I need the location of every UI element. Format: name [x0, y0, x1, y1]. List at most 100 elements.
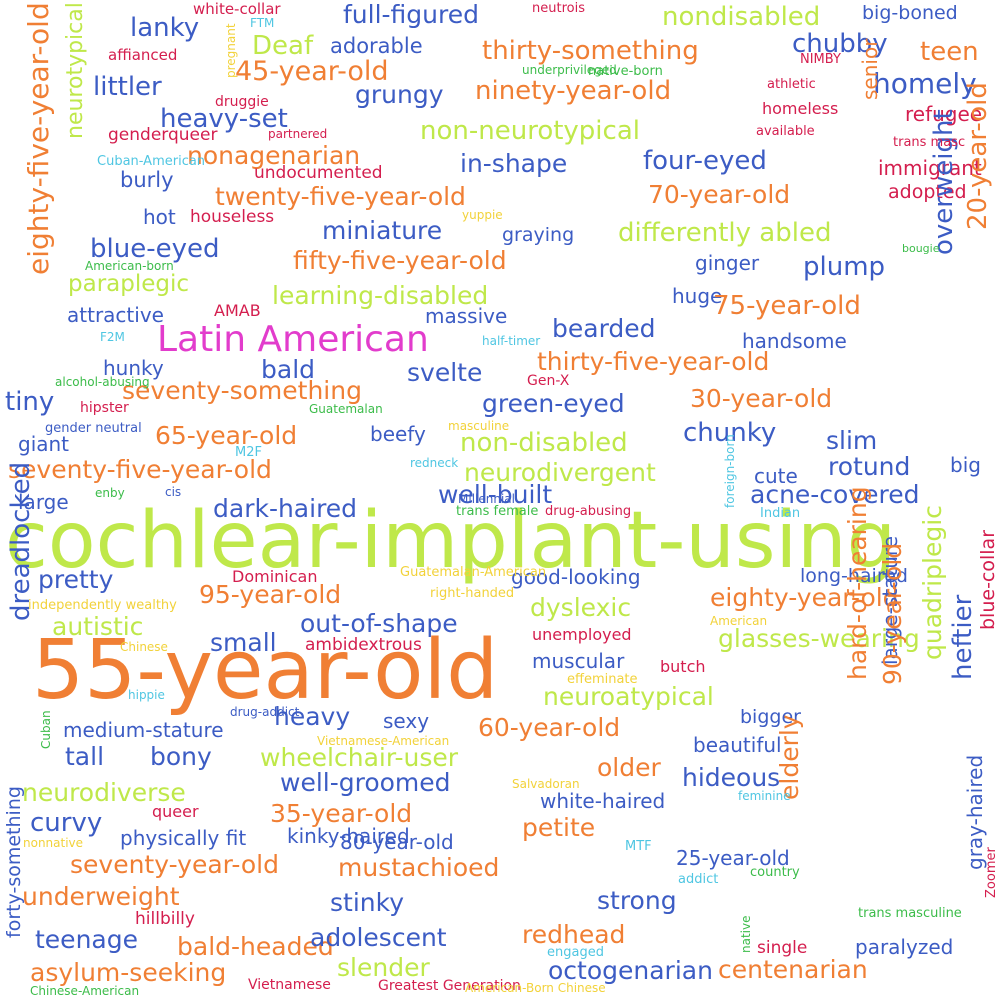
cloud-word: green-eyed	[482, 389, 625, 418]
cloud-word: 30-year-old	[690, 384, 833, 413]
cloud-word: giant	[18, 432, 70, 456]
cloud-word: quadriplegic	[918, 505, 947, 660]
cloud-word: country	[750, 865, 800, 880]
cloud-word: 60-year-old	[478, 713, 621, 742]
cloud-word: bougie	[902, 242, 940, 255]
cloud-word: full-figured	[343, 0, 479, 29]
cloud-word: white-collar	[193, 0, 281, 18]
cloud-word: genderqueer	[108, 125, 218, 145]
cloud-word: non-disabled	[460, 428, 628, 458]
cloud-word: differently abled	[618, 218, 832, 248]
cloud-word: druggie	[215, 94, 269, 110]
cloud-word: butch	[660, 657, 706, 676]
cloud-word: beautiful	[693, 733, 782, 757]
cloud-word: cochlear-implant-using	[5, 496, 897, 586]
cloud-word: available	[756, 124, 815, 139]
cloud-word: redneck	[410, 456, 459, 470]
cloud-word: M2F	[235, 445, 262, 460]
cloud-word: ambidextrous	[305, 635, 422, 655]
cloud-word: homeless	[762, 99, 839, 118]
cloud-word: hippie	[128, 688, 165, 702]
cloud-word: Cuban	[39, 710, 53, 749]
cloud-word: twenty-five-year-old	[215, 182, 466, 211]
cloud-word: slim	[826, 426, 878, 455]
cloud-word: half-timer	[482, 334, 541, 348]
cloud-word: alcohol-abusing	[55, 375, 150, 389]
cloud-word: yuppie	[462, 208, 503, 222]
cloud-word: autistic	[52, 612, 144, 641]
cloud-word: neurodiverse	[22, 778, 186, 807]
cloud-word: white-haired	[540, 789, 666, 813]
cloud-word: handsome	[742, 329, 847, 353]
cloud-word: teenage	[35, 925, 138, 954]
cloud-word: miniature	[322, 216, 443, 245]
cloud-word: centenarian	[718, 955, 868, 984]
cloud-word: bearded	[552, 314, 656, 343]
cloud-word: long-haired	[800, 565, 908, 587]
cloud-word: adopted	[888, 181, 967, 203]
cloud-word: Latin American	[157, 319, 429, 360]
cloud-word: massive	[425, 304, 508, 328]
cloud-word: learning-disabled	[272, 281, 489, 310]
cloud-word: muscular	[532, 649, 625, 673]
cloud-word: underprivileged	[522, 63, 617, 77]
cloud-word: athletic	[767, 77, 816, 92]
cloud-word: underweight	[22, 882, 180, 911]
cloud-word: blue-collar	[977, 529, 999, 630]
cloud-word: octogenarian	[548, 956, 713, 985]
cloud-word: bald-headed	[177, 932, 334, 961]
cloud-word: effeminate	[567, 672, 638, 687]
cloud-word: burly	[120, 168, 174, 192]
cloud-word: FTM	[250, 16, 275, 30]
cloud-word: four-eyed	[643, 146, 767, 176]
cloud-word: in-shape	[460, 149, 568, 178]
cloud-word: stinky	[330, 888, 404, 917]
cloud-word: hunky	[103, 356, 164, 380]
cloud-word: 35-year-old	[270, 799, 413, 828]
cloud-word: glasses-wearing	[718, 624, 920, 653]
cloud-word: native	[739, 915, 753, 953]
cloud-word: refugee	[905, 102, 983, 126]
cloud-word: ginger	[695, 251, 760, 275]
cloud-word: Gen-X	[527, 373, 570, 389]
cloud-word: pretty	[38, 565, 114, 594]
cloud-word: elderly	[775, 714, 804, 800]
cloud-word: non-neurotypical	[420, 116, 640, 146]
cloud-word: svelte	[407, 358, 483, 387]
cloud-word: graying	[502, 224, 575, 246]
cloud-word: plump	[803, 252, 886, 282]
cloud-word: neuroatypical	[543, 682, 714, 711]
cloud-word: seventy-five-year-old	[8, 455, 272, 484]
cloud-word: Vietnamese-American	[317, 734, 450, 748]
cloud-word: Deaf	[252, 31, 314, 61]
cloud-word: 25-year-old	[676, 846, 790, 870]
cloud-word: right-handed	[430, 586, 515, 601]
cloud-word: out-of-shape	[300, 609, 458, 638]
cloud-word: F2M	[100, 330, 125, 344]
cloud-word: 55-year-old	[32, 623, 499, 718]
cloud-word: paralyzed	[855, 935, 954, 959]
cloud-word: eighty-five-year-old	[22, 2, 55, 275]
cloud-word: masculine	[448, 419, 510, 433]
cloud-word: drug-addict	[230, 705, 300, 719]
cloud-word: dyslexic	[530, 593, 632, 622]
cloud-word: big-boned	[862, 2, 958, 24]
cloud-word: neutrois	[532, 1, 585, 16]
cloud-word: big	[950, 453, 981, 477]
cloud-word: Greatest Generation	[378, 978, 521, 994]
cloud-word: rotund	[828, 452, 911, 481]
cloud-word: neurodivergent	[464, 458, 656, 487]
cloud-word: queer	[152, 802, 199, 821]
cloud-word: AMAB	[214, 301, 261, 320]
cloud-word: attractive	[67, 303, 164, 327]
cloud-word: foreign-born	[723, 434, 737, 508]
cloud-word: beefy	[370, 422, 426, 446]
cloud-word: blue-eyed	[90, 234, 220, 264]
cloud-word: well-built	[438, 480, 553, 509]
cloud-word: petite	[522, 813, 596, 842]
cloud-word: small	[210, 628, 277, 657]
cloud-word: American	[710, 614, 768, 628]
cloud-word: gender neutral	[45, 421, 142, 436]
cloud-word: Guatemalan-American	[400, 565, 547, 580]
cloud-word: forty-something	[3, 786, 25, 938]
